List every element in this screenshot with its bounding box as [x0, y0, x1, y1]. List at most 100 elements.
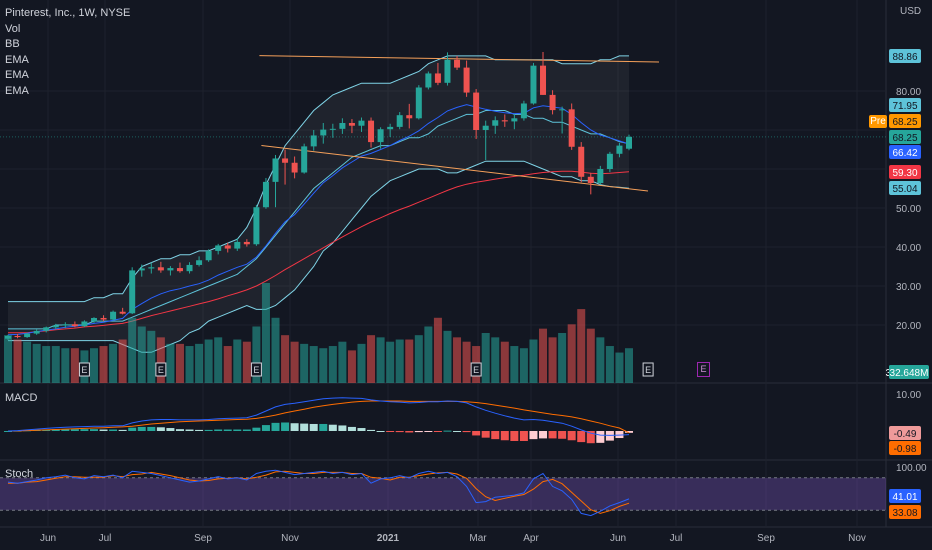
macd-histogram-bar — [472, 431, 481, 436]
candle-body — [301, 146, 308, 173]
candle-body — [176, 268, 183, 272]
indicator-ema-label-1[interactable]: EMA — [5, 53, 29, 66]
volume-bar — [214, 337, 223, 383]
candle-body — [43, 327, 50, 331]
candle-body — [501, 120, 508, 122]
svg-text:-0.49: -0.49 — [894, 429, 917, 440]
volume-bar — [23, 341, 32, 383]
volume-bar — [281, 335, 290, 383]
volume-bar — [51, 346, 60, 383]
stoch-tag: 41.01 — [889, 489, 921, 503]
stoch-axis-label: 100.00 — [896, 463, 927, 474]
macd-histogram-bar — [443, 430, 452, 432]
chart-legend: Pinterest, Inc., 1W, NYSE Vol BB EMA EMA… — [5, 6, 130, 99]
svg-text:E: E — [645, 365, 651, 375]
candle-body — [358, 120, 365, 126]
price-tag: 59.30 — [889, 165, 921, 179]
candle-body — [110, 311, 117, 320]
macd-histogram-bar — [242, 429, 251, 431]
time-axis-label: Sep — [757, 533, 775, 544]
macd-histogram-bar — [376, 431, 385, 432]
macd-histogram-bar — [109, 429, 118, 431]
candle-body — [348, 122, 355, 126]
volume-bar — [89, 348, 98, 383]
macd-histogram-bar — [625, 431, 633, 433]
candle-body — [578, 146, 585, 177]
earnings-icon: E — [642, 362, 654, 377]
macd-histogram-bar — [519, 431, 528, 441]
time-axis-label: Jun — [610, 533, 626, 544]
macd-line — [7, 397, 630, 436]
volume-bar — [233, 339, 242, 383]
volume-bar — [13, 339, 22, 383]
indicator-bb-label[interactable]: BB — [5, 38, 20, 50]
candle-body — [24, 333, 31, 338]
macd-histogram-bar — [615, 431, 624, 439]
volume-bar — [118, 339, 127, 383]
candle-body — [196, 260, 203, 265]
candle-body — [291, 162, 298, 173]
macd-histogram-bar — [462, 431, 471, 433]
candle-body — [186, 264, 193, 272]
volume-bar — [558, 333, 567, 383]
price-axis-label: 40.00 — [896, 243, 921, 254]
volume-bar — [99, 346, 108, 383]
candle-body — [320, 129, 327, 136]
volume-bar — [510, 346, 519, 383]
svg-text:71.95: 71.95 — [892, 101, 917, 112]
candle-body — [396, 115, 403, 127]
volume-bar — [204, 339, 213, 383]
volume-bar — [405, 339, 414, 383]
candle-body — [368, 120, 375, 143]
candle-body — [473, 92, 480, 130]
volume-bar — [453, 337, 462, 383]
macd-pane-label[interactable]: MACD — [5, 392, 38, 404]
candle-body — [549, 94, 556, 111]
candle-body — [243, 241, 250, 245]
volume-bar — [577, 309, 586, 383]
candle-body — [406, 115, 413, 119]
indicator-vol-label[interactable]: Vol — [5, 22, 21, 35]
macd-histogram-bar — [548, 431, 557, 439]
volume-bar — [137, 326, 146, 383]
stoch-pane-label[interactable]: Stoch — [5, 468, 34, 480]
macd-histogram-bar — [89, 429, 98, 431]
volume-bar — [625, 348, 633, 383]
macd-histogram-bar — [405, 431, 414, 433]
price-tag: 71.95 — [889, 98, 921, 112]
volume-bar — [605, 346, 614, 383]
indicator-ema-label-3[interactable]: EMA — [5, 84, 29, 97]
volume-bar — [128, 317, 137, 383]
macd-histogram-bar — [567, 431, 576, 441]
candle-body — [52, 325, 59, 328]
indicator-ema-label-2[interactable]: EMA — [5, 69, 29, 81]
volume-bar — [252, 326, 261, 383]
macd-histogram-bar — [500, 431, 509, 441]
macd-histogram-bar — [118, 429, 127, 431]
candle-body — [434, 73, 441, 83]
candle-body — [262, 181, 269, 208]
symbol-title[interactable]: Pinterest, Inc., 1W, NYSE — [5, 7, 131, 19]
svg-text:E: E — [253, 365, 259, 375]
volume-bar — [166, 343, 175, 383]
earnings-icon: E — [470, 362, 482, 377]
candle-body — [520, 103, 527, 119]
volume-bar — [61, 348, 70, 383]
currency-label[interactable]: USD — [900, 6, 922, 17]
earnings-icon: E — [250, 362, 262, 377]
volume-bar — [319, 348, 328, 383]
macd-histogram-bar — [70, 429, 79, 431]
volume-bar — [4, 335, 12, 383]
candle-body — [329, 128, 336, 130]
candle-body — [14, 335, 21, 338]
volume-bar — [223, 346, 232, 383]
macd-histogram-bar — [223, 429, 232, 431]
premarket-tag: Pre — [869, 115, 887, 128]
ema-slow-line — [8, 170, 630, 334]
macd-histogram-bar — [481, 431, 490, 438]
earnings-icon: E — [155, 362, 167, 377]
volume-bar — [32, 343, 41, 383]
future-earnings-icon[interactable]: E — [697, 362, 710, 377]
